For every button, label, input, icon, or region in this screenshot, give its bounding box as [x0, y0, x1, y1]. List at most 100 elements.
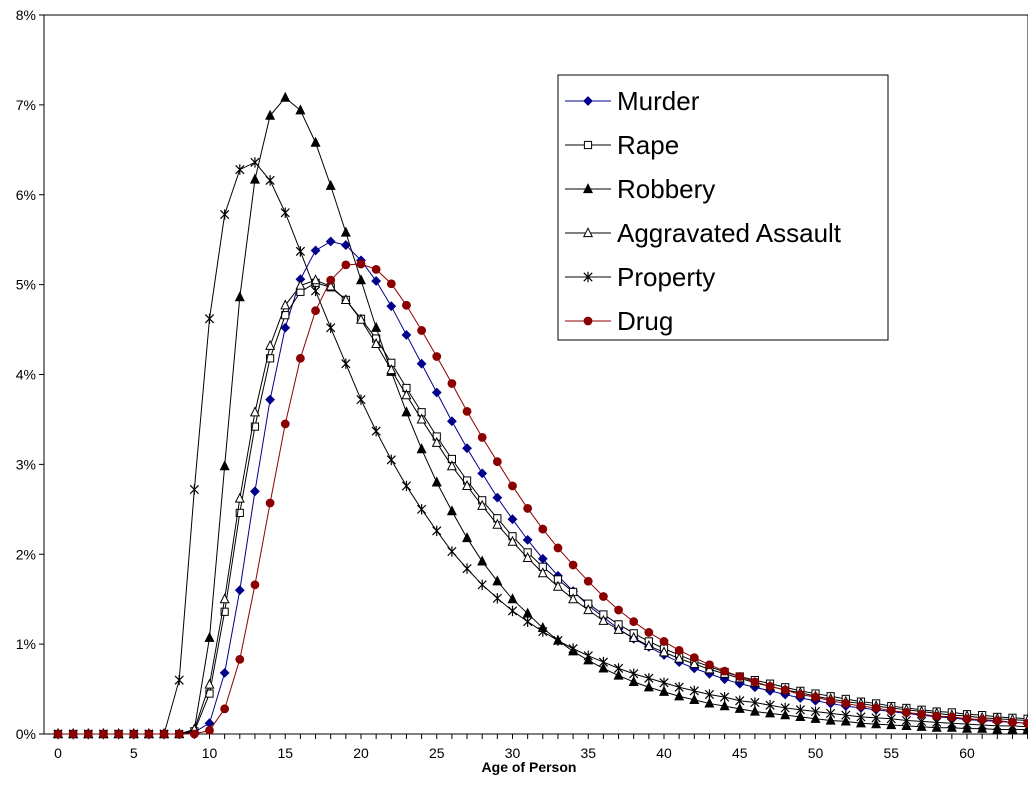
data-point — [538, 626, 548, 637]
data-point — [810, 706, 821, 717]
data-point — [644, 628, 654, 637]
legend-label: Rape — [617, 130, 679, 160]
data-point — [583, 604, 594, 615]
data-point — [220, 607, 229, 616]
data-point — [537, 567, 548, 578]
data-point — [689, 693, 700, 704]
data-point — [522, 551, 533, 562]
legend-label: Drug — [617, 306, 673, 336]
data-point — [99, 729, 108, 739]
data-point — [462, 563, 472, 574]
data-point — [613, 663, 624, 674]
data-point — [68, 729, 78, 739]
data-point — [810, 712, 821, 723]
data-point — [507, 535, 518, 546]
data-point — [749, 705, 760, 716]
data-point — [220, 704, 230, 714]
data-point — [310, 136, 321, 147]
data-point — [856, 711, 866, 723]
y-tick-label: 7% — [16, 97, 36, 113]
data-point — [614, 605, 623, 615]
data-point — [886, 713, 896, 724]
data-point — [431, 476, 442, 487]
data-point — [674, 652, 685, 663]
data-point — [962, 714, 972, 724]
data-point — [144, 729, 154, 739]
data-point — [356, 259, 366, 269]
data-point — [296, 353, 305, 363]
y-tick-label: 1% — [16, 636, 36, 652]
data-point — [355, 274, 367, 285]
data-point — [477, 579, 487, 591]
y-tick-label: 4% — [16, 367, 36, 383]
data-point — [492, 457, 502, 467]
data-point — [311, 306, 320, 316]
y-tick-label: 6% — [16, 187, 36, 203]
data-point — [780, 709, 791, 720]
y-tick-label: 3% — [16, 456, 36, 472]
data-point — [249, 173, 260, 184]
data-point — [280, 207, 290, 218]
data-point — [295, 279, 306, 290]
data-point — [659, 637, 669, 646]
data-point — [795, 690, 805, 699]
data-point — [431, 436, 442, 447]
data-point — [658, 646, 670, 657]
data-point — [734, 702, 745, 713]
x-tick-label: 10 — [202, 745, 218, 761]
data-point — [129, 729, 139, 739]
x-tick-label: 20 — [353, 745, 369, 761]
data-point — [325, 236, 336, 247]
data-point — [280, 91, 291, 102]
data-point — [628, 675, 639, 686]
x-tick-label: 0 — [54, 745, 62, 761]
data-point — [568, 560, 578, 570]
data-point — [114, 729, 123, 739]
data-point — [644, 673, 654, 684]
data-point — [704, 689, 715, 700]
data-point — [689, 685, 699, 697]
data-point — [553, 635, 563, 646]
data-point — [249, 406, 260, 417]
data-point — [310, 285, 321, 297]
data-point — [795, 711, 806, 722]
data-point — [356, 394, 366, 405]
data-point — [341, 260, 351, 270]
data-point — [386, 454, 396, 466]
data-point — [446, 505, 457, 516]
data-point — [826, 696, 836, 706]
data-point — [598, 656, 609, 668]
data-point — [811, 692, 820, 702]
data-point — [477, 499, 488, 510]
data-point — [523, 504, 533, 513]
data-point — [947, 712, 957, 722]
data-point — [977, 715, 987, 725]
x-tick-label: 40 — [656, 745, 672, 761]
data-point — [447, 379, 457, 388]
data-point — [417, 326, 427, 335]
data-point — [629, 668, 639, 679]
data-point — [250, 486, 260, 497]
data-point — [340, 293, 351, 305]
legend-item: Drug — [565, 306, 673, 336]
data-point — [689, 653, 699, 663]
data-point — [583, 650, 593, 662]
legend-item: Aggravated Assault — [565, 218, 842, 248]
data-point — [643, 681, 654, 692]
data-point — [674, 646, 684, 655]
data-point — [431, 387, 442, 398]
data-point — [735, 672, 745, 681]
legend-item: Robbery — [565, 174, 715, 204]
data-point — [598, 614, 609, 625]
data-point — [871, 712, 881, 724]
data-point — [295, 104, 306, 115]
x-tick-label: 55 — [883, 745, 899, 761]
data-point — [265, 394, 276, 405]
data-point — [1008, 717, 1017, 727]
data-point — [386, 301, 397, 312]
data-point — [735, 695, 745, 706]
data-point — [53, 729, 63, 739]
data-point — [825, 714, 836, 725]
data-point — [992, 716, 1002, 725]
data-point — [462, 532, 473, 543]
